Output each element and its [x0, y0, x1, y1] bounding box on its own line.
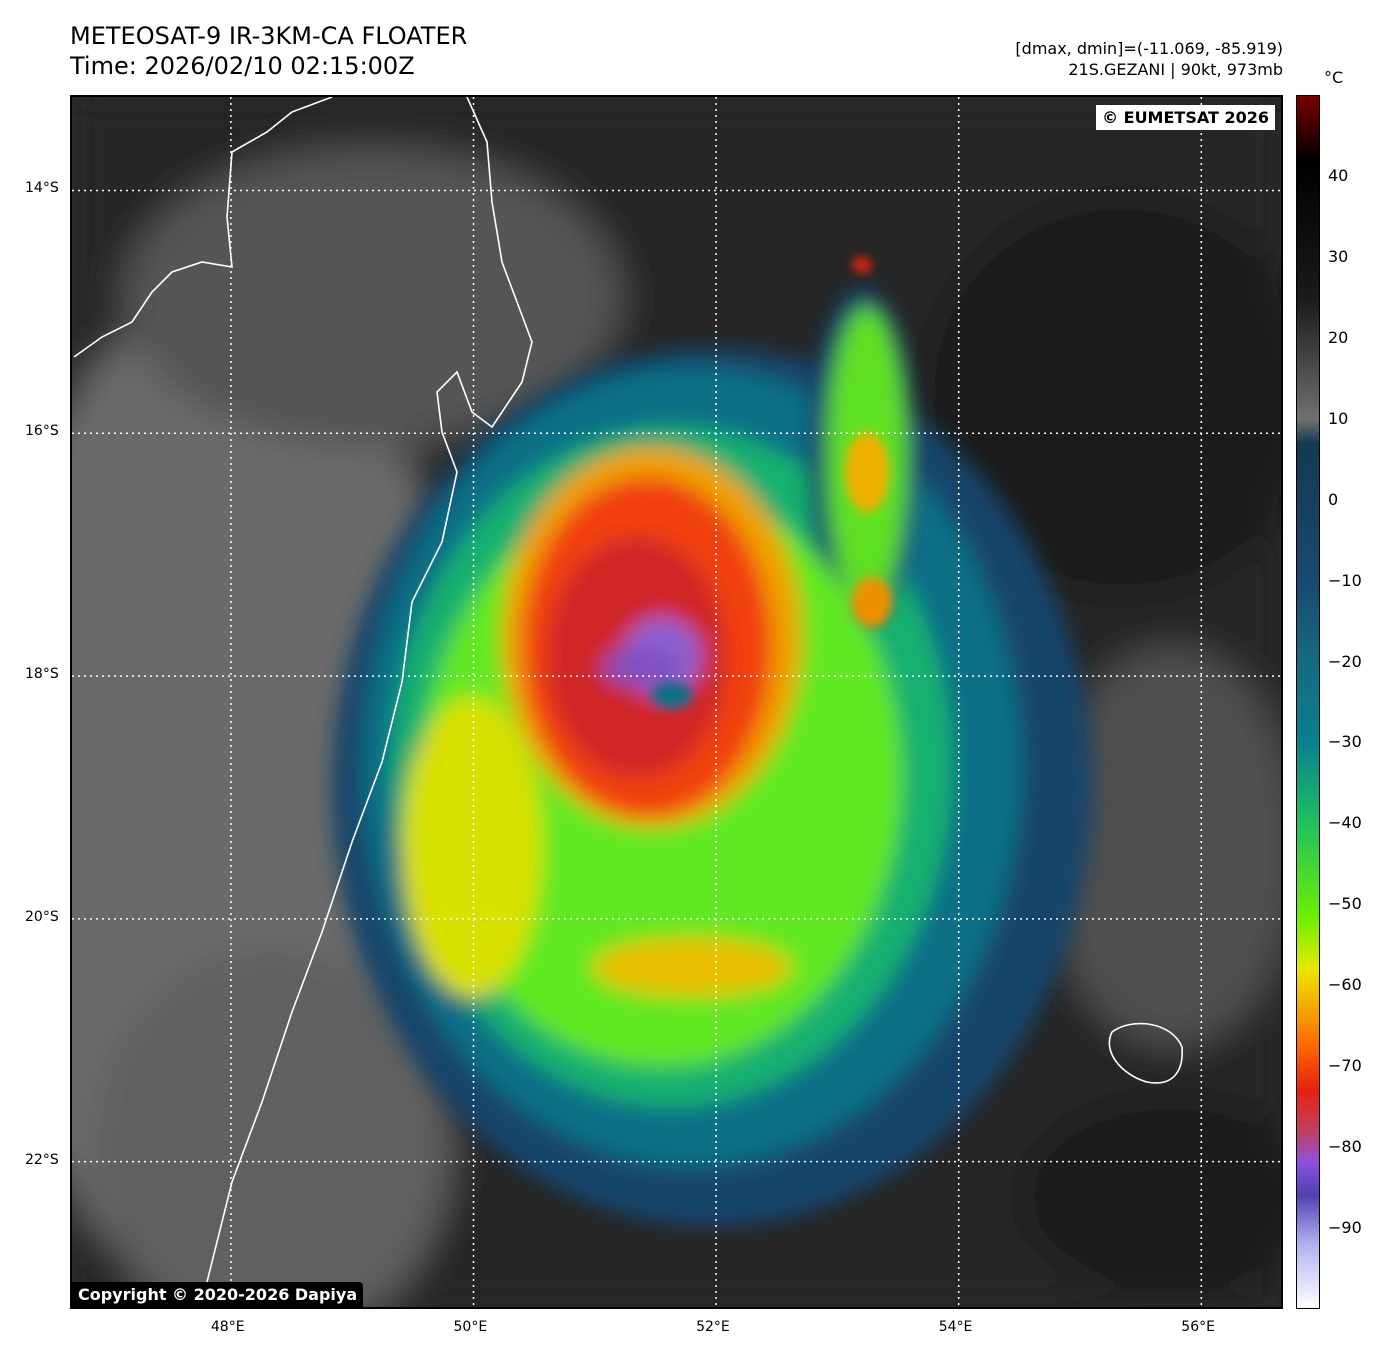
colorbar-tick-label: 30 — [1328, 246, 1349, 266]
satellite-map: © EUMETSAT 2026 Copyright © 2020-2026 Da… — [70, 95, 1283, 1309]
colorbar-tick-label: 0 — [1328, 489, 1339, 509]
colorbar-tick-label: −80 — [1328, 1137, 1362, 1157]
graticule — [72, 97, 1281, 1307]
lon-tick-label: 54°E — [938, 1319, 973, 1335]
colorbar — [1296, 95, 1320, 1309]
lat-tick-label: 14°S — [25, 180, 59, 197]
cyclone-eye — [652, 257, 892, 708]
lat-tick-label: 22°S — [25, 1151, 59, 1168]
data-range-label: [dmax, dmin]=(-11.069, -85.919) — [1015, 39, 1283, 58]
lon-tick-label: 48°E — [210, 1319, 245, 1335]
lat-tick-label: 16°S — [25, 423, 59, 440]
cyclone-cloud-shield — [332, 287, 1092, 1227]
timestamp: Time: 2026/02/10 02:15:00Z — [70, 52, 415, 80]
lat-tick-label: 18°S — [25, 666, 59, 683]
lat-tick-label: 20°S — [25, 908, 59, 925]
colorbar-tick-label: 40 — [1328, 165, 1349, 185]
storm-info-label: 21S.GEZANI | 90kt, 973mb — [1068, 60, 1283, 79]
colorbar-tick-label: −30 — [1328, 732, 1362, 752]
dapiya-copyright: Copyright © 2020-2026 Dapiya — [72, 1282, 364, 1307]
ir-imagery — [72, 97, 1281, 1307]
colorbar-tick-label: −10 — [1328, 570, 1362, 590]
colorbar-tick-label: −40 — [1328, 813, 1362, 833]
colorbar-tick-label: 10 — [1328, 408, 1349, 428]
colorbar-unit: °C — [1324, 68, 1344, 87]
lon-tick-label: 50°E — [453, 1319, 488, 1335]
eumetsat-copyright: © EUMETSAT 2026 — [1096, 105, 1275, 130]
colorbar-tick-label: −90 — [1328, 1218, 1362, 1238]
colorbar-tick-label: −50 — [1328, 894, 1362, 914]
chart-title: METEOSAT-9 IR-3KM-CA FLOATER — [70, 22, 468, 50]
lon-tick-label: 56°E — [1181, 1319, 1215, 1335]
lon-tick-label: 52°E — [696, 1319, 730, 1335]
colorbar-tick-label: −20 — [1328, 651, 1362, 671]
colorbar-tick-label: −70 — [1328, 1056, 1362, 1076]
coastlines — [73, 97, 1183, 1283]
colorbar-tick-label: −60 — [1328, 975, 1362, 995]
colorbar-tick-label: 20 — [1328, 327, 1349, 347]
